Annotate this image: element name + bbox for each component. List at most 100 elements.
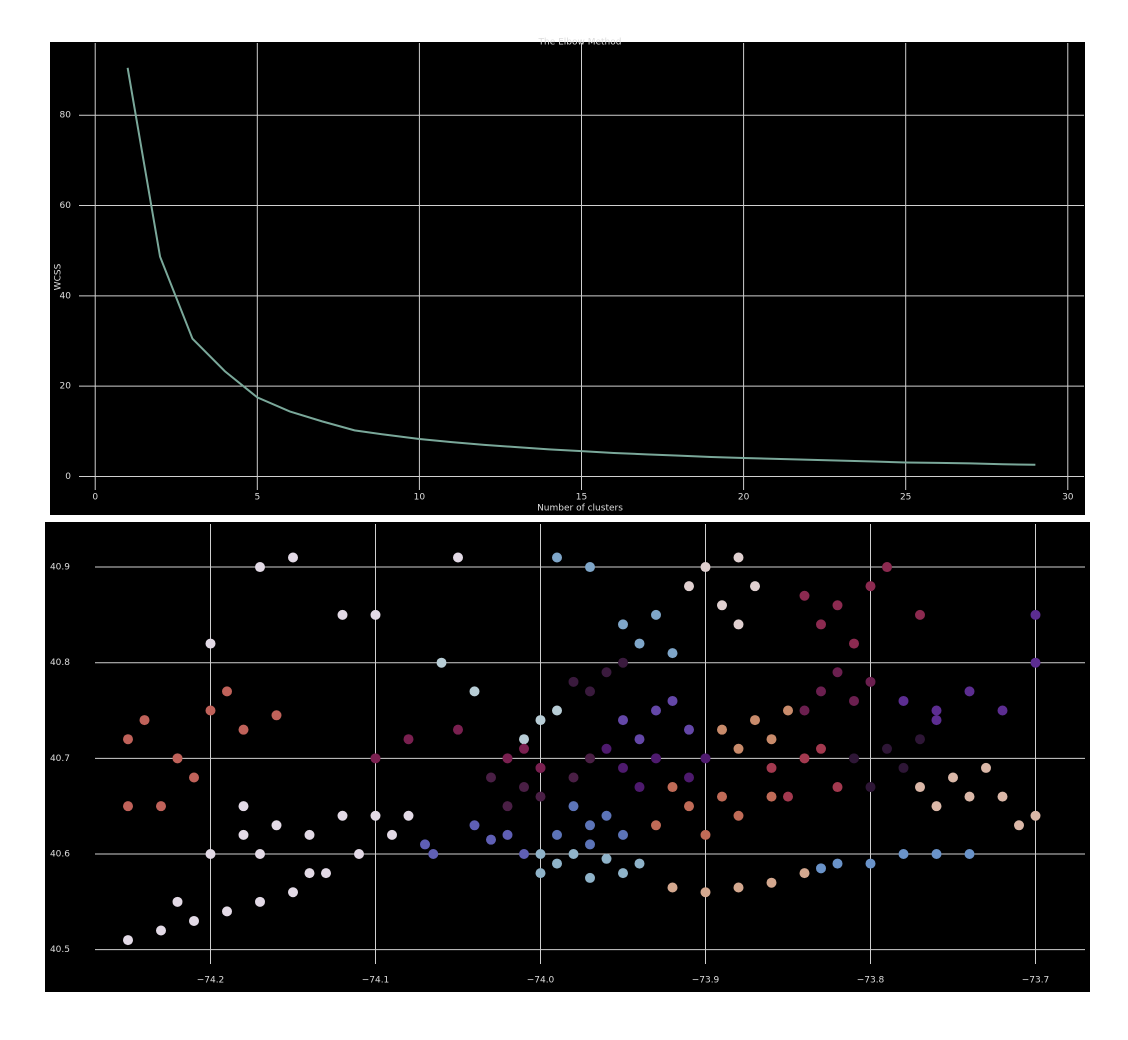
scatter-point — [568, 676, 579, 687]
scatter-point — [568, 801, 579, 812]
scatter-point — [634, 734, 645, 745]
scatter-point — [601, 743, 612, 754]
scatter-point — [618, 715, 628, 726]
y-tick-label: 40.6 — [50, 850, 70, 860]
scatter-point — [634, 782, 645, 793]
scatter-point — [205, 705, 216, 716]
scatter-point — [931, 801, 942, 812]
x-tick-label: −73.9 — [692, 976, 720, 986]
scatter-point — [238, 801, 249, 812]
scatter-point — [222, 686, 232, 697]
scatter-point — [882, 743, 892, 754]
scatter-point — [733, 882, 744, 893]
scatter-point — [667, 882, 678, 893]
scatter-point — [750, 715, 760, 726]
scatter-point — [486, 834, 496, 845]
scatter-point — [700, 753, 711, 764]
scatter-point — [403, 810, 414, 821]
y-tick-label: 80 — [60, 111, 72, 121]
scatter-point — [865, 782, 876, 793]
scatter-point — [288, 887, 298, 898]
scatter-point — [651, 609, 661, 620]
scatter-point — [651, 753, 661, 764]
x-tick-label: 5 — [254, 493, 260, 503]
scatter-point — [387, 829, 397, 840]
scatter-point — [255, 896, 265, 907]
scatter-point — [700, 887, 711, 898]
scatter-point — [189, 772, 199, 783]
scatter-point — [585, 872, 595, 883]
x-tick-label: 20 — [738, 493, 750, 503]
scatter-point — [519, 849, 529, 859]
x-tick-label: −74.0 — [527, 976, 555, 986]
chart-background — [45, 522, 1090, 992]
chart-title: The Elbow Method — [538, 38, 622, 48]
scatter-point — [717, 724, 727, 735]
scatter-point — [469, 820, 480, 831]
scatter-point — [304, 829, 315, 840]
scatter-point — [502, 829, 513, 840]
scatter-point — [436, 657, 447, 668]
scatter-point — [255, 562, 265, 573]
scatter-point — [585, 753, 595, 764]
scatter-point — [964, 791, 975, 802]
scatter-point — [849, 695, 859, 706]
x-tick-label: 15 — [576, 493, 587, 503]
scatter-point — [205, 849, 216, 859]
scatter-point — [535, 868, 546, 879]
scatter-point — [618, 868, 628, 879]
scatter-point — [519, 734, 529, 745]
y-axis-label: WCSS — [54, 263, 64, 290]
y-tick-label: 20 — [60, 382, 72, 392]
scatter-point — [585, 686, 595, 697]
scatter-point — [519, 743, 529, 754]
scatter-point — [717, 600, 727, 611]
scatter-point — [783, 791, 793, 802]
scatter-point — [271, 820, 282, 831]
x-tick-label: −74.2 — [197, 976, 225, 986]
scatter-point — [453, 552, 463, 563]
scatter-point — [898, 849, 909, 859]
scatter-point — [832, 858, 843, 869]
scatter-point — [618, 657, 628, 668]
scatter-point — [931, 715, 942, 726]
scatter-point — [931, 705, 942, 716]
scatter-point — [799, 868, 810, 879]
scatter-point — [832, 782, 843, 793]
scatter-point — [139, 715, 150, 726]
scatter-point — [156, 925, 166, 936]
scatter-point — [667, 695, 678, 706]
scatter-point — [849, 638, 859, 649]
scatter-point — [816, 686, 826, 697]
scatter-point — [849, 753, 859, 764]
scatter-point — [585, 839, 595, 850]
scatter-point — [783, 705, 793, 716]
x-tick-label: −74.1 — [362, 976, 390, 986]
scatter-point — [964, 686, 975, 697]
scatter-point — [684, 801, 694, 812]
scatter-point — [931, 849, 942, 859]
scatter-point — [717, 791, 727, 802]
scatter-point — [915, 782, 925, 793]
scatter-point — [1014, 820, 1024, 831]
scatter-point — [684, 581, 694, 592]
scatter-point — [634, 858, 645, 869]
scatter-point — [172, 896, 183, 907]
scatter-point — [585, 562, 595, 573]
scatter-point — [684, 772, 694, 783]
scatter-point — [667, 782, 678, 793]
scatter-point — [123, 734, 133, 745]
scatter-point — [618, 829, 628, 840]
x-tick-label: 25 — [900, 493, 911, 503]
x-tick-label: 0 — [92, 493, 98, 503]
scatter-point — [304, 868, 315, 879]
scatter-point — [799, 590, 810, 601]
scatter-point — [123, 801, 133, 812]
x-tick-label: −73.8 — [857, 976, 885, 986]
scatter-point — [733, 552, 744, 563]
scatter-point — [700, 562, 711, 573]
scatter-point — [568, 772, 579, 783]
scatter-point — [552, 829, 562, 840]
y-tick-label: 40.8 — [50, 658, 70, 668]
scatter-point — [651, 705, 661, 716]
